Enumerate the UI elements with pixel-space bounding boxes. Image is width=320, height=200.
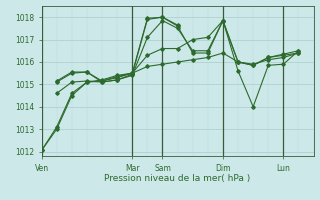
X-axis label: Pression niveau de la mer( hPa ): Pression niveau de la mer( hPa ) [104, 174, 251, 183]
